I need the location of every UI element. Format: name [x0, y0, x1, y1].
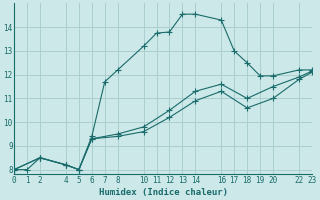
X-axis label: Humidex (Indice chaleur): Humidex (Indice chaleur)	[99, 188, 228, 197]
